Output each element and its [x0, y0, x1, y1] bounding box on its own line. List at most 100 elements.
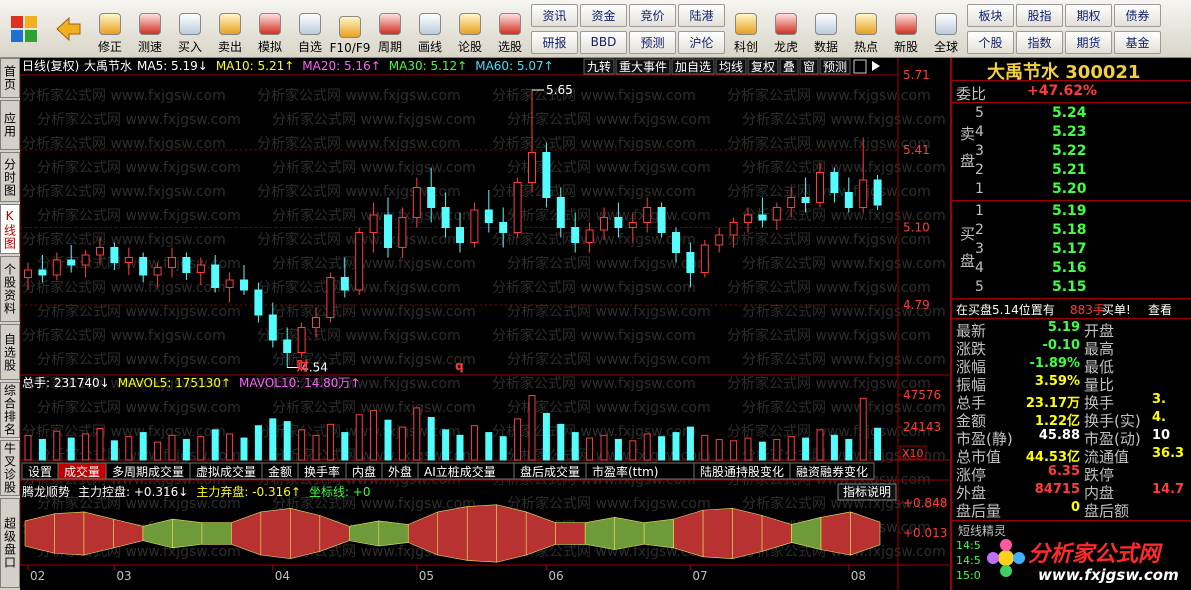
watermark: 分析家公式网 www.fxjgsw.com: [22, 87, 226, 104]
toolbar-button[interactable]: 研报: [531, 30, 578, 54]
side-tab[interactable]: 个股资料: [0, 256, 20, 322]
toolbar-button[interactable]: 全球: [926, 3, 966, 55]
indicator-header: 坐标线: +0: [309, 485, 371, 499]
home-icon[interactable]: [2, 4, 46, 54]
chart-button[interactable]: [615, 58, 671, 75]
chart-button[interactable]: [583, 58, 615, 75]
side-tab[interactable]: 超级盘口: [0, 498, 20, 588]
chart-button[interactable]: [779, 58, 799, 75]
toolbar-button[interactable]: 画线: [410, 3, 450, 55]
toolbar-button[interactable]: 期权: [1065, 3, 1112, 27]
indicator-header: 腾龙顺势: [22, 484, 70, 499]
side-tab[interactable]: 综合排名: [0, 382, 20, 438]
toolbar-button[interactable]: 数据: [806, 3, 846, 55]
watermark: 分析家公式网 www.fxjgsw.com: [272, 351, 476, 368]
toolbar-button[interactable]: 科创: [726, 3, 766, 55]
y-tick-label: 4.79: [903, 298, 930, 312]
toolbar-button[interactable]: 期货: [1065, 30, 1112, 54]
watermark: 分析家公式网 www.fxjgsw.com: [22, 375, 226, 392]
toolbar-button[interactable]: 基金: [1114, 30, 1161, 54]
quote-text: -1.89%: [1029, 356, 1081, 371]
toolbar-pair: 陆港 沪伦: [678, 3, 725, 54]
toolbar-button[interactable]: 修正: [90, 3, 130, 55]
toolbar-icon: [935, 12, 957, 35]
watermark: 分析家公式网 www.fxjgsw.com: [37, 351, 241, 368]
toolbar-button[interactable]: 陆港: [678, 3, 725, 27]
toolbar-button[interactable]: 周期: [370, 3, 410, 55]
side-tab[interactable]: 自选股: [0, 324, 20, 380]
indicator-button[interactable]: [837, 483, 897, 501]
quote-text: 2: [975, 162, 984, 178]
toolbar-button[interactable]: 买入: [170, 3, 210, 55]
toolbar-button[interactable]: 预测: [629, 30, 676, 54]
chart-button[interactable]: [819, 58, 851, 75]
toolbar-button[interactable]: 个股: [967, 30, 1014, 54]
watermark: 分析家公式网 www.fxjgsw.com: [272, 255, 476, 272]
quote-text: 买单!: [1102, 303, 1131, 317]
watermark: 分析家公式网 www.fxjgsw.com: [257, 135, 461, 152]
toolbar-label: 数据: [813, 39, 838, 54]
watermark: 分析家公式网 www.fxjgsw.com: [272, 495, 476, 512]
watermark: 分析家公式网 www.fxjgsw.com: [492, 183, 696, 200]
watermark: 分析家公式网 www.fxjgsw.com: [742, 111, 946, 128]
candle-body: [729, 222, 738, 236]
indicator-band: [172, 518, 203, 549]
chart-button[interactable]: [747, 58, 779, 75]
watermark: 分析家公式网 www.fxjgsw.com: [37, 399, 241, 416]
toolbar-button[interactable]: 新股: [886, 3, 926, 55]
toolbar-button[interactable]: 选股: [490, 3, 530, 55]
volume-bar: [802, 437, 810, 461]
watermark: 分析家公式网 www.fxjgsw.com: [37, 447, 241, 464]
quote-text: 4.: [1152, 410, 1166, 425]
side-tab[interactable]: 分时图: [0, 152, 20, 202]
toolbar-button[interactable]: 龙虎: [766, 3, 806, 55]
toolbar-button[interactable]: 模拟: [250, 3, 290, 55]
quote-text: 5.19: [1047, 320, 1080, 335]
toolbar-icon: [855, 12, 877, 35]
toolbar-button[interactable]: BBD: [580, 30, 627, 54]
toolbar-button[interactable]: 沪伦: [678, 30, 725, 54]
toolbar-icon: [815, 12, 837, 35]
toolbar-button[interactable]: 竞价: [629, 3, 676, 27]
toolbar-button[interactable]: 卖出: [210, 3, 250, 55]
toolbar-button[interactable]: 指数: [1016, 30, 1063, 54]
quote-text: 14.7: [1152, 482, 1185, 497]
indicator-band: [643, 518, 674, 549]
toolbar-icon: [99, 12, 121, 35]
volume-bar: [182, 438, 190, 461]
volume-header: 总手: 231740↓: [22, 376, 110, 390]
volume-bar: [413, 407, 421, 461]
toolbar-button[interactable]: 热点: [846, 3, 886, 55]
chart-button[interactable]: [671, 58, 715, 75]
candle-body: [528, 152, 536, 183]
toolbar-button[interactable]: 债券: [1114, 3, 1161, 27]
volume-tab[interactable]: [789, 462, 875, 480]
annotation: 4.54: [301, 361, 328, 375]
candle-body: [844, 192, 853, 208]
quote-text: 15:0: [956, 569, 981, 582]
toolbar-button[interactable]: 自选: [290, 3, 330, 55]
side-tab[interactable]: 应用: [0, 100, 20, 150]
side-tab[interactable]: K线图: [0, 204, 20, 254]
quote-text[interactable]: 查看: [1148, 303, 1173, 317]
chart-button[interactable]: [715, 58, 747, 75]
candle-body: [124, 257, 133, 263]
toolbar-button[interactable]: 测速: [130, 3, 170, 55]
toolbar-label: 修正: [97, 39, 122, 54]
toolbar-button[interactable]: 股指: [1016, 3, 1063, 27]
watermark: 分析家公式网 www.fxjgsw.com: [727, 231, 931, 248]
side-tab[interactable]: 牛叉诊股: [0, 440, 20, 496]
toolbar-button[interactable]: F10/F9: [330, 3, 370, 55]
toolbar-button[interactable]: 板块: [967, 3, 1014, 27]
toolbar-button[interactable]: 资金: [580, 3, 627, 27]
back-icon[interactable]: [46, 4, 90, 54]
indicator-band: [555, 522, 586, 545]
volume-bar: [456, 434, 464, 461]
quote-text: 3.59%: [1034, 374, 1080, 389]
candle-body: [441, 207, 450, 228]
toolbar-button[interactable]: 论股: [450, 3, 490, 55]
toolbar-button[interactable]: 资讯: [531, 3, 578, 27]
side-tab[interactable]: 首页: [0, 58, 20, 98]
chart-button[interactable]: [799, 58, 819, 75]
candle-body: [484, 209, 493, 223]
